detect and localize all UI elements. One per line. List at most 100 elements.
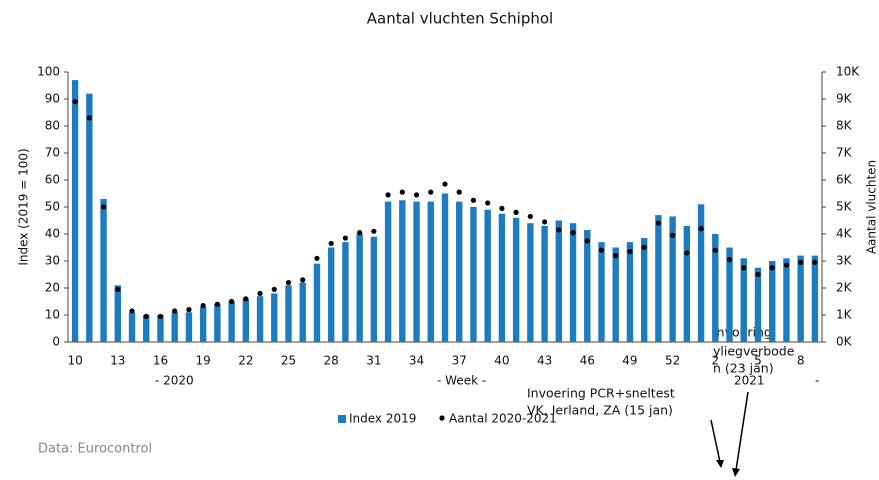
- dot: [485, 200, 491, 206]
- annotation: 2021: [734, 374, 765, 388]
- dot: [698, 226, 704, 232]
- y2-tick-label: 3K: [836, 254, 853, 268]
- y-tick-label: 100: [37, 65, 60, 79]
- dot: [684, 250, 690, 256]
- dot: [385, 192, 391, 198]
- legend-label: Aantal 2020-2021: [449, 412, 557, 426]
- legend-label: Index 2019: [349, 412, 416, 426]
- bar: [285, 285, 292, 342]
- dot: [314, 255, 320, 261]
- bar: [413, 201, 420, 342]
- dot: [613, 253, 619, 259]
- x-tick-label: 16: [153, 354, 168, 368]
- bar: [171, 312, 178, 342]
- arrow: [735, 391, 749, 471]
- dot: [541, 219, 548, 225]
- y2-tick-label: 5K: [836, 200, 853, 214]
- dot: [214, 301, 220, 307]
- y-tick-label: 20: [45, 281, 60, 295]
- dot: [499, 205, 505, 211]
- annotation: yliegverbode: [713, 344, 795, 359]
- dot: [741, 265, 747, 271]
- dot: [812, 259, 818, 265]
- dot: [72, 99, 78, 105]
- legend-swatch: [439, 415, 445, 421]
- dot: [285, 280, 292, 286]
- y-tick-label: 50: [45, 200, 60, 214]
- bar: [370, 236, 378, 342]
- y-tick-label: 90: [45, 92, 60, 106]
- bar: [271, 293, 278, 342]
- bar: [598, 242, 605, 342]
- y-axis-label: Index (2019 = 100): [17, 148, 31, 265]
- dot: [798, 259, 804, 265]
- y-tick-label: 70: [45, 146, 60, 160]
- y-tick-label: 30: [45, 254, 60, 268]
- x-tick-label: 31: [366, 354, 381, 368]
- dot: [157, 313, 164, 319]
- bar: [256, 296, 264, 342]
- bar: [100, 198, 107, 342]
- dot: [129, 308, 135, 314]
- bar: [555, 220, 563, 342]
- bar: [143, 315, 150, 342]
- bar: [797, 255, 804, 342]
- bar: [527, 223, 534, 342]
- bar: [128, 312, 136, 342]
- bar: [726, 247, 733, 342]
- dot: [229, 298, 235, 305]
- dot: [186, 307, 192, 313]
- dot: [513, 209, 519, 215]
- bar: [86, 93, 93, 342]
- annotation: n (23 jan): [713, 361, 774, 376]
- bar: [114, 285, 121, 342]
- bar: [541, 225, 548, 342]
- bar: [157, 315, 164, 342]
- annotation: - Week -: [437, 374, 486, 388]
- y2-tick-label: 1K: [836, 308, 853, 322]
- x-tick-label: 52: [665, 354, 680, 368]
- y2-tick-label: 2K: [836, 281, 853, 295]
- x-tick-label: 49: [622, 354, 637, 368]
- bar: [214, 304, 221, 342]
- dot: [328, 240, 334, 247]
- dot: [300, 277, 306, 283]
- bar: [484, 209, 491, 342]
- bar: [299, 282, 306, 342]
- bar: [754, 267, 762, 342]
- x-tick-label: 22: [238, 354, 253, 368]
- annotation: Invoering PCR+sneltest: [527, 386, 675, 401]
- dot: [399, 189, 405, 195]
- dot: [712, 247, 718, 253]
- dot: [115, 286, 121, 292]
- x-tick-label: 25: [281, 354, 296, 368]
- dot: [271, 286, 277, 292]
- arrow-head: [716, 460, 724, 468]
- dot: [769, 265, 775, 271]
- bar: [71, 80, 79, 342]
- y-tick-label: 40: [45, 227, 60, 241]
- x-tick-label: 37: [452, 354, 467, 368]
- x-tick-label: 5: [754, 354, 762, 368]
- y2-tick-label: 0K: [836, 335, 853, 349]
- bar: [811, 255, 819, 342]
- bar: [669, 216, 676, 342]
- bar: [626, 242, 634, 342]
- bar: [185, 312, 193, 342]
- dot: [200, 302, 206, 309]
- annotation: VK, Ierland, ZA (15 jan): [527, 403, 673, 418]
- bar: [470, 207, 477, 342]
- bar: [584, 229, 591, 342]
- bar: [655, 215, 662, 342]
- dot: [641, 244, 647, 251]
- dot: [655, 220, 661, 226]
- bar: [356, 234, 363, 342]
- dot: [570, 230, 576, 236]
- x-tick-label: 43: [537, 354, 552, 368]
- bar: [712, 234, 719, 342]
- bar: [456, 201, 463, 342]
- bar: [783, 258, 790, 342]
- dot: [243, 296, 249, 302]
- dot: [456, 189, 462, 195]
